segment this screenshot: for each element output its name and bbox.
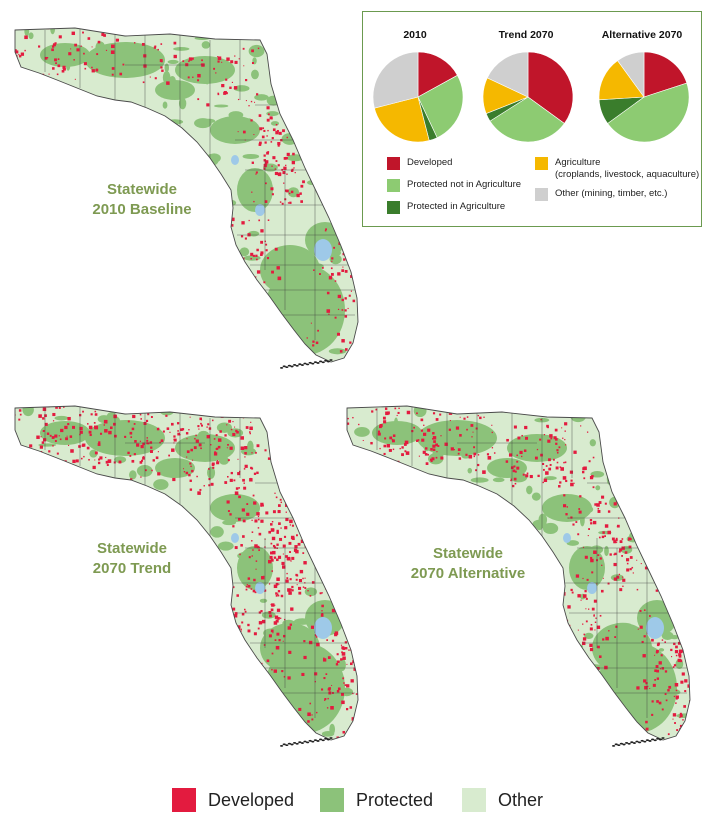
legend-swatch-other <box>535 188 548 201</box>
pie-chart-alternative-2070 <box>598 51 690 143</box>
map-2070-trend <box>5 388 365 748</box>
map-title-2070-alternative: Statewide 2070 Alternative <box>398 544 538 584</box>
legend-item-other: Other (mining, timber, etc.) <box>535 188 667 201</box>
pie-slice-protected-not-ag <box>417 74 464 139</box>
map-2070-alternative <box>337 388 697 748</box>
map-title-2010-baseline: Statewide 2010 Baseline <box>72 180 212 220</box>
legend-swatch-developed <box>387 157 400 170</box>
pie-slice-agriculture <box>598 60 645 101</box>
florida-keys <box>280 359 333 369</box>
legend-item-developed: Developed <box>387 157 452 170</box>
pie-slice-protected-not-ag <box>489 96 565 143</box>
florida-outline <box>14 405 359 741</box>
map-title-line1: Statewide <box>106 181 178 198</box>
map-2010-baseline <box>5 10 365 370</box>
legend-label-protected-ag: Protected in Agriculture <box>407 201 506 212</box>
map-title-line2: 2070 Alternative <box>410 565 526 582</box>
pie-slice-developed <box>527 51 574 124</box>
map-legend-item-protected: Protected <box>320 788 433 812</box>
map-legend-swatch-other <box>462 788 486 812</box>
pie-title-alternative-2070: Alternative 2070 <box>601 29 683 41</box>
map-legend-swatch-protected <box>320 788 344 812</box>
legend-swatch-protected-not-ag <box>387 179 400 192</box>
map-title-line2: 2070 Trend <box>92 560 172 577</box>
florida-outline <box>14 27 359 363</box>
legend-sublabel-agriculture: (croplands, livestock, aquaculture) <box>555 169 700 180</box>
pie-title-2010: 2010 <box>403 29 427 41</box>
map-legend-label-protected: Protected <box>356 789 434 810</box>
pie-title-trend-2070: Trend 2070 <box>498 29 554 41</box>
legend-label-agriculture: Agriculture <box>555 157 601 168</box>
pie-slice-developed <box>417 51 458 98</box>
map-legend: Developed Protected Other <box>0 786 710 816</box>
legend-label-developed: Developed <box>407 157 453 168</box>
florida-keys <box>612 737 665 747</box>
florida-keys <box>280 737 333 747</box>
pie-slice-agriculture <box>374 96 430 143</box>
pie-slice-other <box>486 51 529 98</box>
map-title-line2: 2010 Baseline <box>92 201 192 218</box>
map-legend-item-developed: Developed <box>172 788 294 812</box>
legend-label-other: Other (mining, timber, etc.) <box>555 188 668 199</box>
pie-chart-trend-2070 <box>482 51 574 143</box>
legend-item-protected-not-ag: Protected not in Agriculture <box>387 179 521 192</box>
map-legend-label-developed: Developed <box>208 789 295 810</box>
legend-item-agriculture: Agriculture (croplands, livestock, aquac… <box>535 157 699 181</box>
map-title-line1: Statewide <box>96 540 168 557</box>
legend-swatch-protected-ag <box>387 201 400 214</box>
map-legend-label-other: Other <box>498 789 544 810</box>
pie-slice-protected-not-ag <box>607 82 690 143</box>
pie-slice-developed <box>643 51 688 98</box>
map-legend-item-other: Other <box>462 788 543 812</box>
legend-swatch-agriculture <box>535 157 548 170</box>
map-legend-swatch-developed <box>172 788 196 812</box>
florida-outline <box>346 405 691 741</box>
legend-item-protected-ag: Protected in Agriculture <box>387 201 505 214</box>
pie-chart-2010 <box>372 51 464 143</box>
pie-slice-other <box>372 51 419 109</box>
pie-slice-other <box>617 51 645 98</box>
land-use-pie-legend-box: 2010 Trend 2070 Alternative 2070 Develop… <box>362 11 702 227</box>
map-title-2070-trend: Statewide 2070 Trend <box>62 539 202 579</box>
legend-label-protected-not-ag: Protected not in Agriculture <box>407 179 522 190</box>
map-title-line1: Statewide <box>432 545 504 562</box>
